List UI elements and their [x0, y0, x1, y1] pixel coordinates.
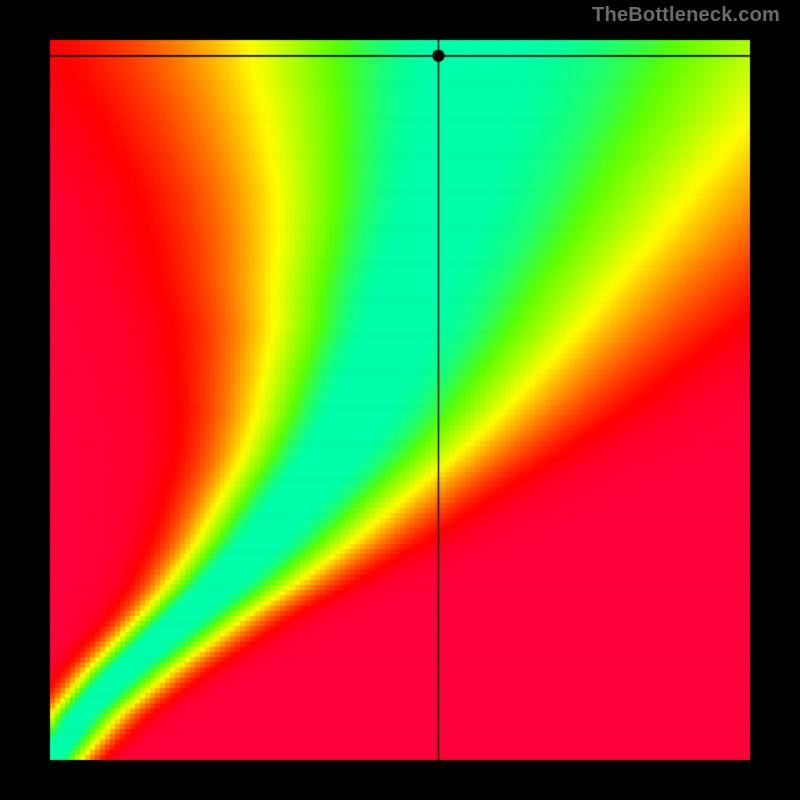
heatmap-canvas	[0, 0, 800, 800]
chart-container: TheBottleneck.com	[0, 0, 800, 800]
attribution-label: TheBottleneck.com	[592, 4, 780, 27]
